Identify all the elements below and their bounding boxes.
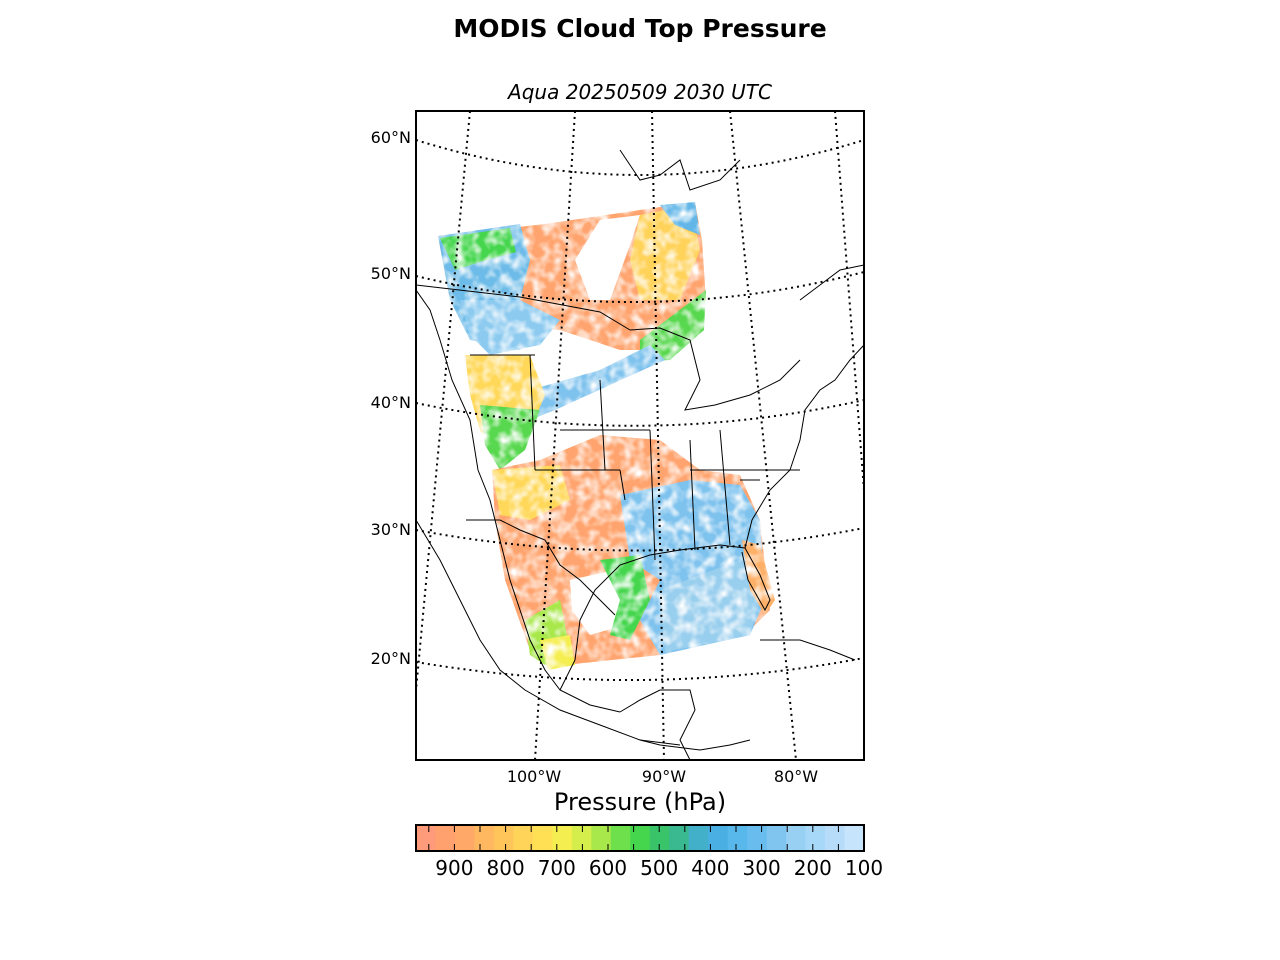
colorbar-segment (435, 825, 456, 851)
colorbar-segment (630, 825, 651, 851)
colorbar-tick-label: 400 (691, 856, 729, 880)
coast-pacific-mexico (416, 519, 681, 746)
meridian-80w (729, 111, 797, 760)
lon-label: 90°W (642, 767, 686, 786)
map-frame (415, 110, 865, 761)
colorbar-tick-label: 800 (487, 856, 525, 880)
colorbar-segment (571, 825, 592, 851)
colorbar-segment (747, 825, 768, 851)
colorbar-segment (610, 825, 631, 851)
colorbar-tick-label: 900 (435, 856, 473, 880)
cloud-texture (416, 111, 864, 760)
colorbar-segment (825, 825, 846, 851)
colorbar-segment (474, 825, 495, 851)
colorbar-segment (591, 825, 612, 851)
colorbar-tick-labels: 900 800 700 600 500 400 300 200 100 (435, 856, 883, 880)
colorbar-segment (649, 825, 670, 851)
colorbar-minor-ticks (428, 825, 865, 851)
colorbar-frame (415, 824, 865, 852)
colorbar-segments (416, 825, 865, 851)
coast-maritime (799, 264, 864, 301)
colorbar-segment (805, 825, 826, 851)
colorbar-segment (708, 825, 729, 851)
central-america (639, 739, 751, 751)
meridian-100w (534, 111, 576, 760)
colorbar-tick-label: 300 (743, 856, 781, 880)
colorbar-tick-label: 700 (538, 856, 576, 880)
graticule (416, 111, 864, 760)
map-area[interactable] (416, 111, 864, 760)
hudson-bay (619, 149, 741, 191)
great-lakes (629, 327, 801, 411)
colorbar-segment (552, 825, 573, 851)
coast-yucatan (619, 689, 696, 760)
colorbar-segment (493, 825, 514, 851)
colorbar-segment (454, 825, 476, 851)
chart-subtitle: Aqua 20250509 2030 UTC (508, 80, 772, 104)
colorbar-segment (727, 825, 748, 851)
state-lines (470, 354, 800, 561)
colorbar-label: Pressure (hPa) (553, 788, 727, 816)
lat-label: 40°N (371, 393, 411, 412)
colorbar-segment (416, 825, 437, 851)
colorbar-segment (766, 825, 787, 851)
lat-label: 20°N (371, 649, 411, 668)
lat-label: 50°N (371, 264, 411, 283)
us-mexico-border (466, 519, 616, 616)
meridian-90w (651, 111, 665, 760)
colorbar-tick-label: 100 (845, 856, 883, 880)
parallel-60n (416, 139, 864, 176)
parallel-20n (416, 657, 864, 682)
lon-label: 100°W (507, 767, 562, 786)
lat-label: 60°N (371, 128, 411, 147)
canada-us-border (416, 284, 631, 331)
parallel-30n (416, 527, 864, 552)
colorbar-segment (786, 825, 807, 851)
coast-gulf (559, 544, 771, 691)
colorbar-segment (513, 825, 534, 851)
meridian-110w (416, 111, 471, 691)
colorbar-tick-label: 600 (589, 856, 627, 880)
colorbar-segment (844, 825, 865, 851)
colorbar-tick-label: 500 (640, 856, 678, 880)
colorbar-segment (669, 825, 690, 851)
cuba (760, 639, 856, 661)
coast-east (744, 344, 864, 549)
map-borders (416, 149, 864, 760)
colorbar-segment (688, 825, 709, 851)
lon-label: 80°W (774, 767, 818, 786)
chart-title: MODIS Cloud Top Pressure (453, 14, 827, 43)
colorbar-tick-label: 200 (794, 856, 832, 880)
coast-west (416, 289, 621, 713)
colorbar-segment (532, 825, 553, 851)
lat-label: 30°N (371, 520, 411, 539)
